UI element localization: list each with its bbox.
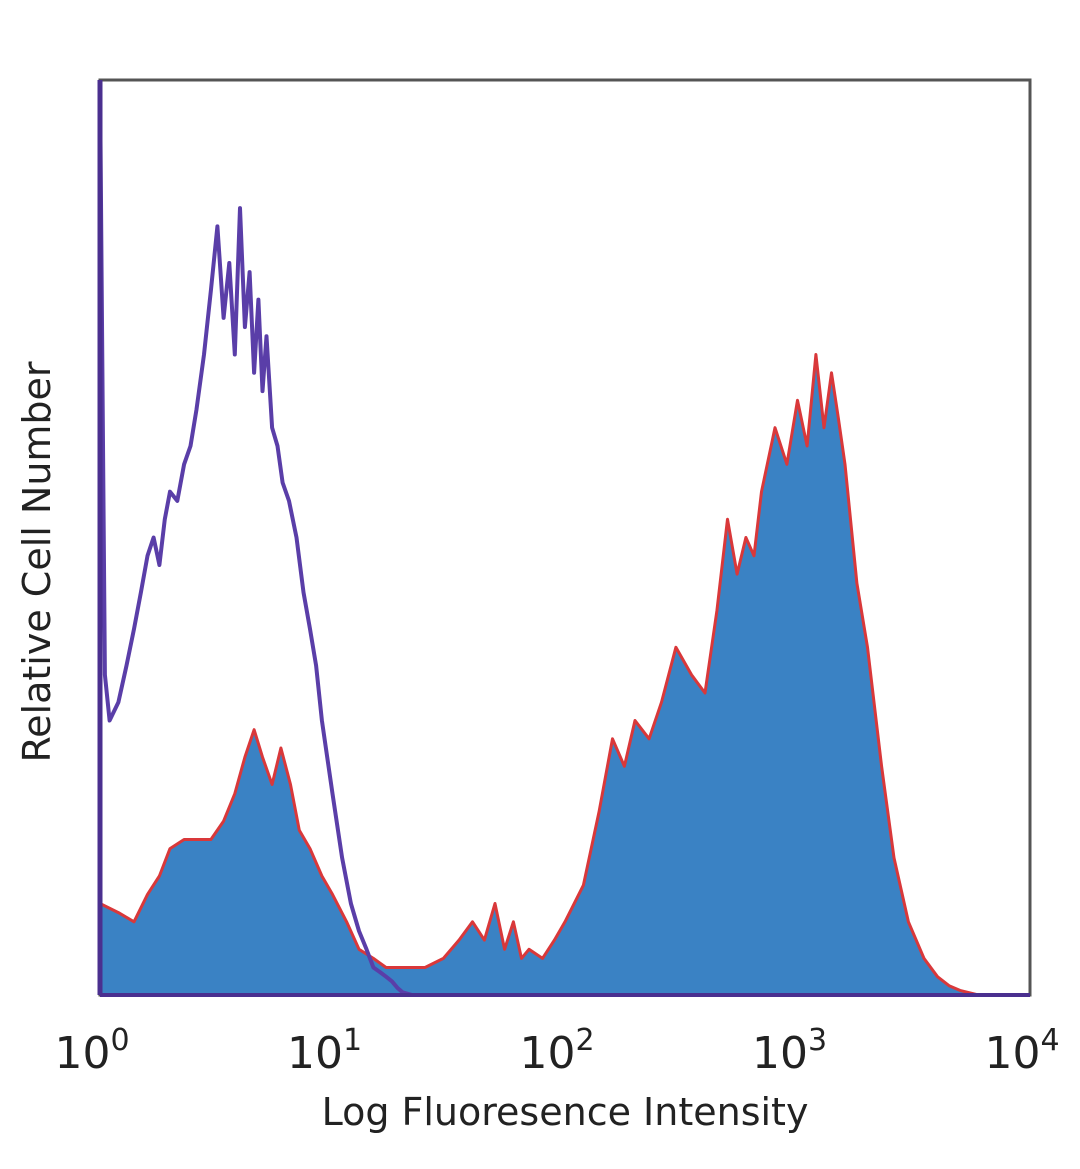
filled-histogram-edge-1: [99, 353, 1030, 997]
x-tick-label-1: 100: [54, 1023, 129, 1079]
y-axis-title: Relative Cell Number: [15, 361, 59, 762]
series-layer: [98, 79, 1030, 997]
filled-histogram-series-1: [100, 354, 1030, 995]
x-axis-title: Log Fluoresence Intensity: [322, 1090, 809, 1134]
x-tick-label-4: 103: [752, 1023, 827, 1079]
outline-histogram-series-2: [98, 79, 413, 997]
x-tick-label-5: 104: [984, 1023, 1059, 1079]
x-tick-labels: 100 101 102 103 104: [54, 1023, 1059, 1079]
x-tick-label-3: 102: [519, 1023, 594, 1079]
x-tick-label-2: 101: [287, 1023, 362, 1079]
